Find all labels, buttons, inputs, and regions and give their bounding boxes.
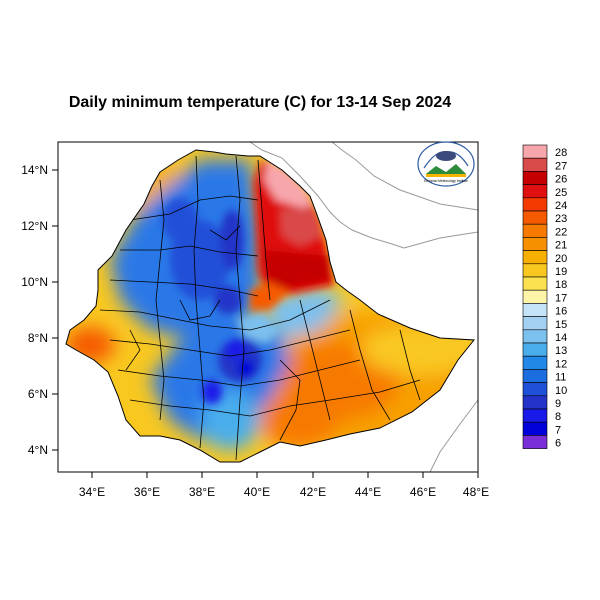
colorbar-swatch: [522, 421, 548, 436]
country-outline: [65, 149, 475, 463]
ethiopian-meteorology-logo: Ethiopian Meteorology Institute: [417, 141, 475, 187]
colorbar-label: 12: [555, 358, 567, 370]
colorbar-label: 10: [555, 385, 567, 397]
admin-boundaries: [99, 155, 421, 461]
x-tick-label: 46°E: [410, 485, 436, 499]
y-tick-label: 8°N: [28, 331, 48, 345]
colorbar-swatch: [522, 369, 548, 383]
colorbar-swatch: [522, 408, 548, 423]
neighbour-coastlines: [249, 141, 479, 473]
axis-ticks: [52, 169, 479, 478]
colorbar-swatch: [522, 157, 548, 172]
colorbar-swatch: [522, 303, 548, 317]
colorbar-swatch: [522, 250, 548, 265]
colorbar-label: 16: [555, 306, 567, 318]
colorbar-label: 25: [555, 187, 567, 199]
colorbar-label: 19: [555, 266, 567, 278]
y-tick-label: 14°N: [21, 163, 48, 177]
map-title: Daily minimum temperature (C) for 13-14 …: [68, 94, 452, 111]
x-tick-label: 48°E: [463, 485, 489, 499]
x-tick-label: 36°E: [134, 485, 160, 499]
colorbar-label: 26: [555, 174, 567, 186]
colorbar-swatch: [522, 171, 548, 185]
colorbar-label: 8: [555, 411, 561, 423]
colorbar-swatch: [522, 435, 548, 449]
x-tick-label: 44°E: [355, 485, 381, 499]
colorbar-label: 18: [555, 279, 567, 291]
colorbar-label: 9: [555, 398, 561, 410]
colorbar-swatch: [522, 223, 548, 238]
logo-band: [426, 174, 466, 177]
y-tick-label: 4°N: [28, 443, 48, 457]
colorbar-label: 6: [555, 438, 561, 450]
x-tick-label: 40°E: [244, 485, 270, 499]
colorbar-swatch: [522, 276, 548, 291]
colorbar-label: 15: [555, 319, 567, 331]
colorbar-swatch: [522, 355, 548, 370]
colorbar-swatch: [522, 210, 548, 225]
y-axis-labels: 14°N 12°N 10°N 8°N 6°N 4°N: [21, 163, 48, 457]
y-tick-label: 6°N: [28, 387, 48, 401]
map-frame: [57, 141, 479, 473]
colorbar-label: 7: [555, 424, 561, 436]
colorbar-swatch: [522, 263, 548, 278]
colorbar-label: 14: [555, 332, 567, 344]
x-tick-label: 38°E: [189, 485, 215, 499]
colorbar-swatch: [522, 395, 548, 410]
colorbar-label: 21: [555, 240, 567, 252]
x-tick-label: 34°E: [79, 485, 105, 499]
mountain-icon: [426, 164, 466, 174]
logo-text: Ethiopian Meteorology Institute: [424, 179, 468, 183]
colorbar-swatch: [522, 342, 548, 357]
y-tick-label: 12°N: [21, 219, 48, 233]
x-tick-label: 42°E: [300, 485, 326, 499]
colorbar-swatch: [522, 237, 548, 251]
y-tick-label: 10°N: [21, 275, 48, 289]
colorbar-swatch: [522, 382, 548, 397]
colorbar-label: 20: [555, 253, 567, 265]
colorbar-swatch: [522, 184, 548, 199]
x-axis-labels: 34°E 36°E 38°E 40°E 42°E 44°E 46°E 48°E: [79, 485, 489, 499]
colorbar-label: 22: [555, 226, 567, 238]
colorbar-swatch: [522, 316, 548, 331]
colorbar-label: 17: [555, 292, 567, 304]
colorbar-label: 23: [555, 213, 567, 225]
colorbar-label: 13: [555, 345, 567, 357]
colorbar-label: 24: [555, 200, 567, 212]
colorbar-swatch: [522, 197, 548, 212]
colorbar-swatch: [522, 329, 548, 344]
colorbar-label: 11: [555, 372, 566, 384]
colorbar-swatch: [522, 289, 548, 304]
colorbar-swatch: [522, 144, 548, 159]
colorbar-label: 28: [555, 147, 567, 159]
cloud-icon: [436, 151, 456, 161]
colorbar-label: 27: [555, 160, 567, 172]
